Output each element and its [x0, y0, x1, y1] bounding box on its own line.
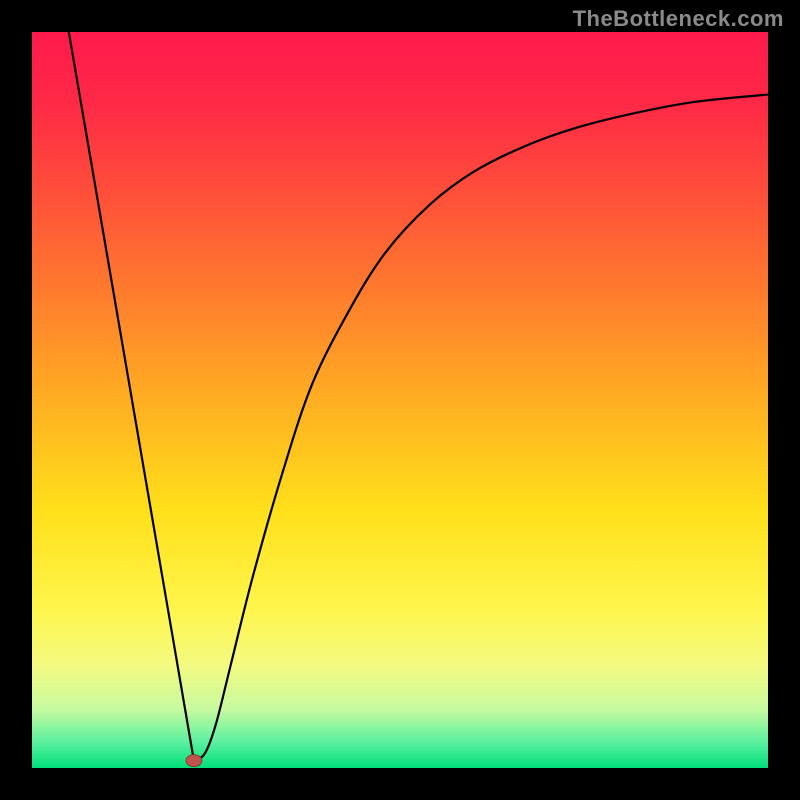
watermark-label: TheBottleneck.com	[573, 6, 784, 32]
curve-path	[69, 32, 768, 761]
optimal-marker	[186, 755, 202, 767]
chart-container: TheBottleneck.com	[0, 0, 800, 800]
bottleneck-curve	[32, 32, 768, 768]
plot-area	[32, 32, 768, 768]
